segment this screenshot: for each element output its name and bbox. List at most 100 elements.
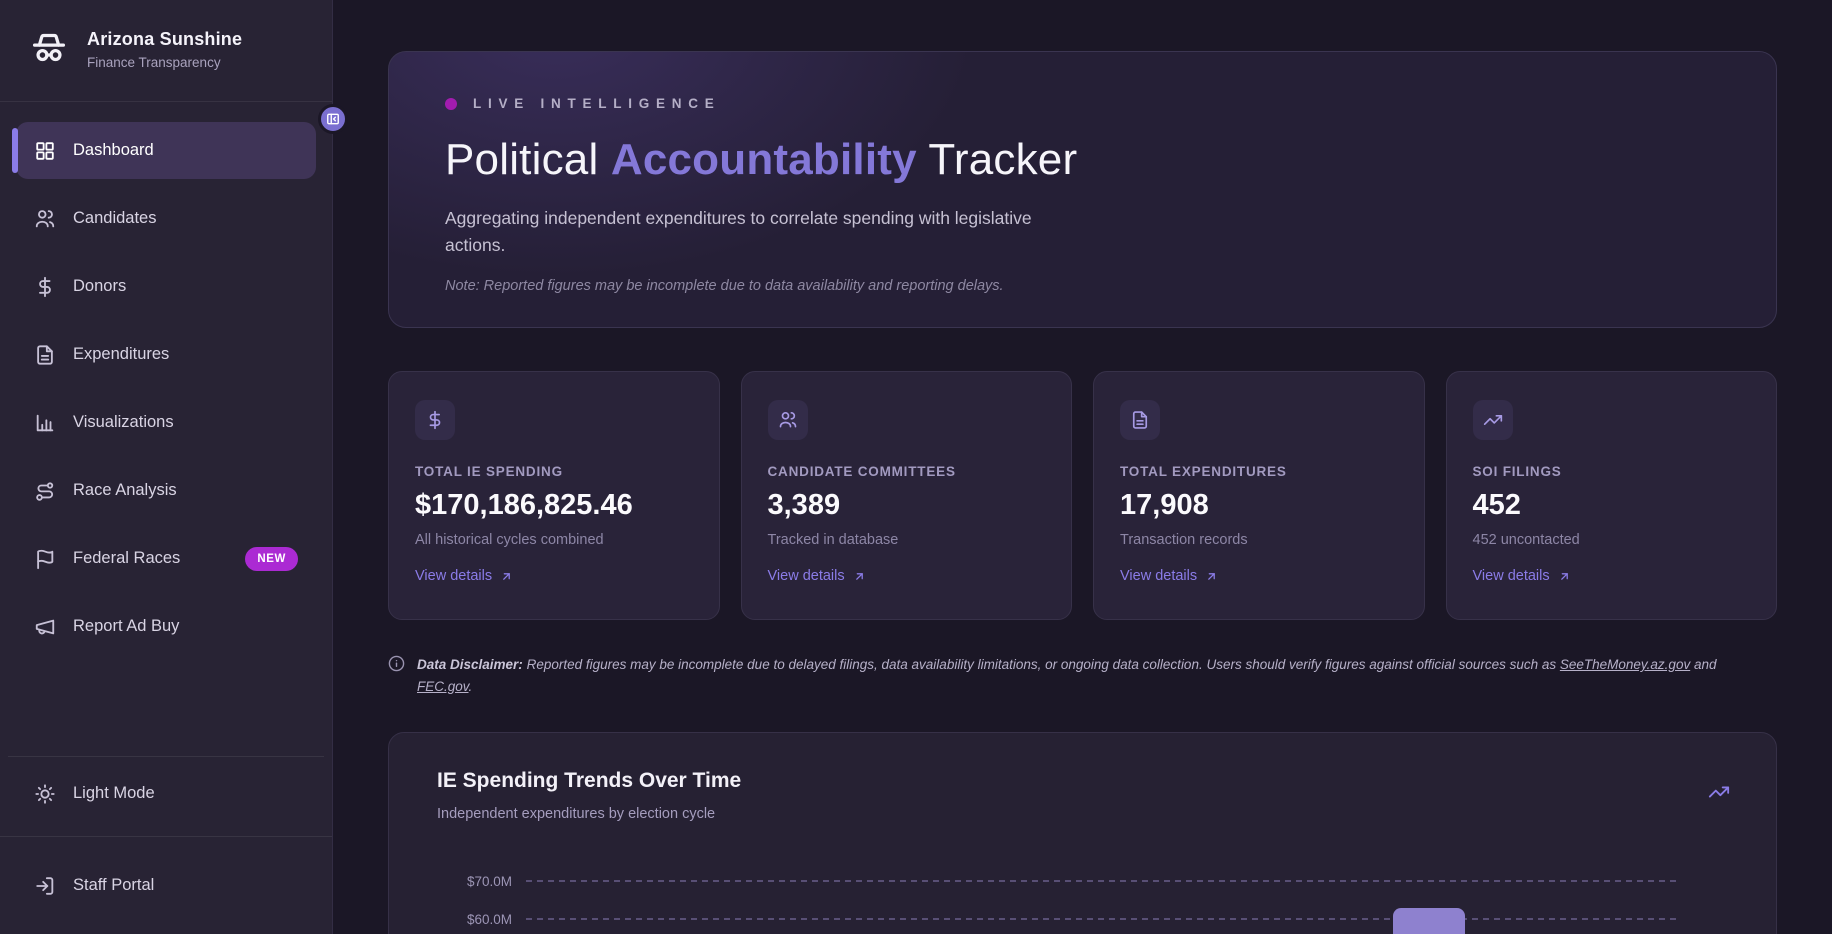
stat-subtitle: All historical cycles combined xyxy=(415,532,604,548)
panel-collapse-icon xyxy=(326,112,340,126)
page-title: Political Accountability Tracker xyxy=(445,135,1720,185)
disclaimer-part1: Reported figures may be incomplete due t… xyxy=(522,657,1560,672)
sidebar-item-label: Visualizations xyxy=(73,413,174,431)
stat-card-candidate-committees: CANDIDATE COMMITTEES 3,389 Tracked in da… xyxy=(740,371,1072,620)
sidebar-item-label: Report Ad Buy xyxy=(73,617,180,635)
stats-row: TOTAL IE SPENDING $170,186,825.46 All hi… xyxy=(388,371,1777,620)
sidebar-header: Arizona Sunshine Finance Transparency xyxy=(0,0,332,102)
chart-bar[interactable] xyxy=(1393,908,1465,934)
staff-portal-label: Staff Portal xyxy=(73,876,155,894)
sidebar-item-report-ad-buy[interactable]: Report Ad Buy xyxy=(16,598,316,655)
stat-subtitle: Tracked in database xyxy=(767,532,899,548)
live-intelligence-label: LIVE INTELLIGENCE xyxy=(473,96,721,111)
page-title-part1: Political xyxy=(445,135,611,184)
sidebar-item-label: Race Analysis xyxy=(73,481,177,499)
stat-label: CANDIDATE COMMITTEES xyxy=(767,464,956,479)
hero-subtitle: Aggregating independent expenditures to … xyxy=(445,208,1032,256)
stat-label: SOI FILINGS xyxy=(1472,464,1562,479)
bar-chart-icon xyxy=(34,412,56,434)
app-subtitle: Finance Transparency xyxy=(87,55,221,70)
sidebar-collapse-button[interactable] xyxy=(318,104,348,134)
sidebar-item-candidates[interactable]: Candidates xyxy=(16,190,316,247)
data-disclaimer: Data Disclaimer: Reported figures may be… xyxy=(388,654,1748,697)
staff-portal-link[interactable]: Staff Portal xyxy=(16,857,316,914)
sidebar-item-label: Candidates xyxy=(73,209,157,227)
view-details-label: View details xyxy=(1120,568,1198,584)
file-text-icon xyxy=(34,344,56,366)
disclaimer-bold: Data Disclaimer: xyxy=(417,657,523,672)
grid-icon xyxy=(34,140,56,162)
light-mode-label: Light Mode xyxy=(73,784,155,802)
view-details-link[interactable]: View details xyxy=(415,568,693,584)
sidebar-item-donors[interactable]: Donors xyxy=(16,258,316,315)
sidebar-divider xyxy=(8,756,324,757)
sidebar-item-race-analysis[interactable]: Race Analysis xyxy=(16,462,316,519)
hero-note: Note: Reported figures may be incomplete… xyxy=(445,278,1004,295)
incognito-logo-icon xyxy=(26,24,72,75)
app-title: Arizona Sunshine xyxy=(87,29,243,49)
sidebar-item-label: Expenditures xyxy=(73,345,170,363)
trending-up-icon xyxy=(1472,400,1513,440)
light-mode-toggle[interactable]: Light Mode xyxy=(16,765,316,822)
gridline-70m: $70.0M xyxy=(437,871,1681,891)
stat-value: 452 xyxy=(1472,489,1521,521)
sidebar-item-dashboard[interactable]: Dashboard xyxy=(12,122,316,179)
y-tick-label: $60.0M xyxy=(466,911,512,927)
chart-title: IE Spending Trends Over Time xyxy=(437,769,742,793)
main-content: LIVE INTELLIGENCE Political Accountabili… xyxy=(333,0,1832,934)
sun-icon xyxy=(34,783,56,805)
view-details-link[interactable]: View details xyxy=(768,568,1046,584)
view-details-label: View details xyxy=(1472,568,1550,584)
megaphone-icon xyxy=(34,616,56,638)
stat-subtitle: 452 uncontacted xyxy=(1472,532,1580,548)
seethemoney-link[interactable]: SeeTheMoney.az.gov xyxy=(1559,657,1691,672)
route-icon xyxy=(34,480,56,502)
users-icon xyxy=(34,208,56,230)
view-details-link[interactable]: View details xyxy=(1120,568,1398,584)
sidebar-nav: Dashboard Candidates Donors xyxy=(0,102,332,742)
stat-value: $170,186,825.46 xyxy=(415,489,633,521)
sidebar-item-label: Federal Races xyxy=(73,549,181,567)
sidebar-item-federal-races[interactable]: Federal Races NEW xyxy=(16,530,316,587)
new-badge: NEW xyxy=(245,546,298,571)
view-details-link[interactable]: View details xyxy=(1473,568,1751,584)
disclaimer-text: Data Disclaimer: Reported figures may be… xyxy=(417,654,1748,697)
dashed-gridline xyxy=(526,918,1681,921)
sidebar: Arizona Sunshine Finance Transparency Da… xyxy=(0,0,333,934)
page-title-accent: Accountability xyxy=(610,135,917,184)
trending-up-icon xyxy=(1708,781,1730,808)
sidebar-item-expenditures[interactable]: Expenditures xyxy=(16,326,316,383)
dollar-icon xyxy=(415,400,455,440)
gridline-60m: $60.0M xyxy=(437,909,1681,929)
view-details-label: View details xyxy=(767,568,845,584)
fec-link[interactable]: FEC.gov xyxy=(417,678,469,694)
stat-label: TOTAL IE SPENDING xyxy=(415,464,563,479)
stat-subtitle: Transaction records xyxy=(1120,532,1248,548)
y-tick-label: $70.0M xyxy=(466,873,512,889)
stat-value: 17,908 xyxy=(1120,489,1209,521)
disclaimer-part3: . xyxy=(468,678,473,694)
stat-value: 3,389 xyxy=(767,489,841,521)
hero-banner: LIVE INTELLIGENCE Political Accountabili… xyxy=(388,51,1777,328)
dashed-gridline xyxy=(526,880,1681,883)
chart-card: IE Spending Trends Over Time Independent… xyxy=(388,732,1777,934)
sidebar-mode-section: Light Mode xyxy=(0,759,332,836)
stat-card-total-ie-spending: TOTAL IE SPENDING $170,186,825.46 All hi… xyxy=(388,371,720,620)
disclaimer-part2: and xyxy=(1690,657,1717,672)
stat-card-soi-filings: SOI FILINGS 452 452 uncontacted View det… xyxy=(1445,371,1777,620)
sidebar-staff-section: Staff Portal xyxy=(0,836,332,934)
chart-subtitle: Independent expenditures by election cyc… xyxy=(437,806,716,823)
sidebar-item-label: Dashboard xyxy=(73,141,154,159)
stat-label: TOTAL EXPENDITURES xyxy=(1120,464,1287,479)
log-in-icon xyxy=(34,875,56,897)
sidebar-item-visualizations[interactable]: Visualizations xyxy=(16,394,316,451)
arrow-up-right-icon xyxy=(1205,570,1218,583)
live-dot-icon xyxy=(445,97,457,110)
page-title-part2: Tracker xyxy=(916,135,1078,184)
file-text-icon xyxy=(1120,400,1160,440)
stat-card-total-expenditures: TOTAL EXPENDITURES 17,908 Transaction re… xyxy=(1093,371,1425,620)
sidebar-titles: Arizona Sunshine Finance Transparency xyxy=(87,29,242,70)
arrow-up-right-icon xyxy=(500,570,513,583)
flag-icon xyxy=(34,548,56,570)
arrow-up-right-icon xyxy=(1558,570,1571,583)
